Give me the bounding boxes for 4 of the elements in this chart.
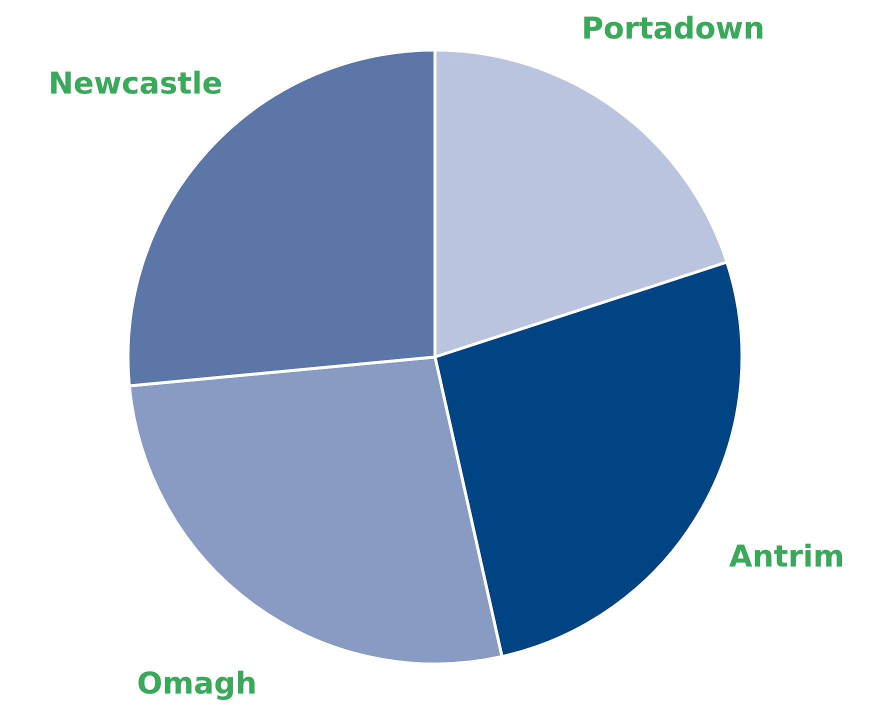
slice-label: Antrim <box>729 540 844 575</box>
slice-label: Newcastle <box>48 66 222 102</box>
slice-label: Omagh <box>137 666 257 702</box>
slice-label: Portadown <box>581 11 765 46</box>
